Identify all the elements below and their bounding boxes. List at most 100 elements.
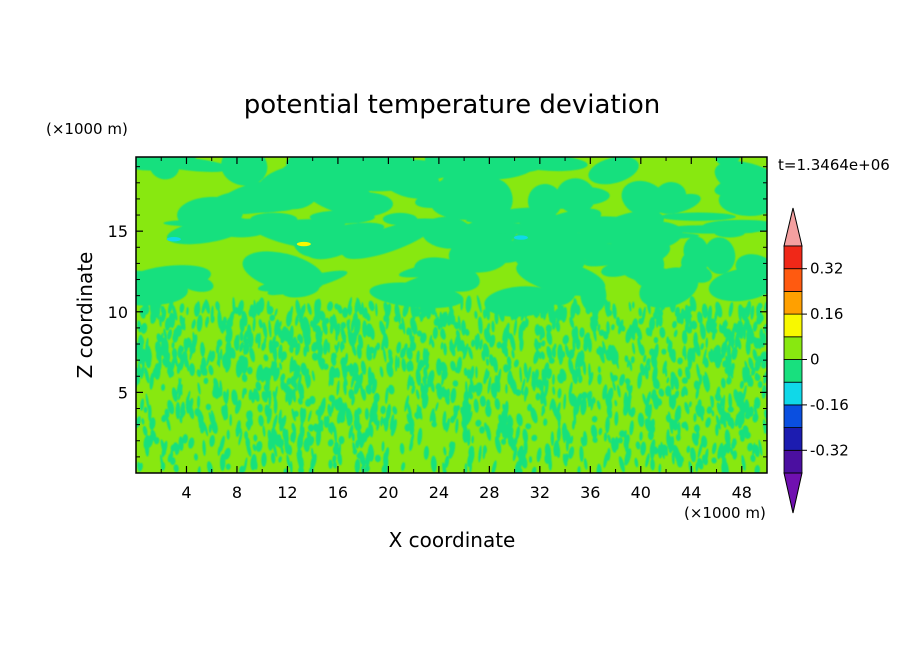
field-cell <box>636 326 643 341</box>
field-cell <box>136 157 206 171</box>
field-cell <box>235 359 242 378</box>
field-cell <box>666 336 670 344</box>
colorbar-tick-label: -0.32 <box>810 441 849 459</box>
field-cell <box>188 437 195 449</box>
field-cell <box>154 437 160 445</box>
field-cell <box>442 386 446 398</box>
field-cell <box>385 404 392 422</box>
field-cell <box>247 414 253 431</box>
field-cell <box>197 466 201 473</box>
field-cell <box>647 403 652 422</box>
field-cell <box>329 316 336 328</box>
field-cell <box>645 453 650 468</box>
field-cell <box>707 315 712 329</box>
field-cell <box>246 324 252 343</box>
field-cell <box>460 298 464 311</box>
field-cell <box>243 387 247 395</box>
field-cell <box>697 440 704 458</box>
field-cell <box>650 354 658 369</box>
field-cell <box>465 295 472 313</box>
field-cell <box>327 422 331 434</box>
field-cell <box>575 351 581 370</box>
field-cell <box>555 320 561 332</box>
field-cell <box>528 456 533 463</box>
field-cell <box>167 329 173 340</box>
field-cell <box>357 372 364 389</box>
field-cell <box>202 439 206 456</box>
field-cell <box>586 298 591 315</box>
field-cell <box>149 417 156 430</box>
field-cell <box>536 306 540 317</box>
field-cell <box>605 393 613 411</box>
field-cell <box>510 311 514 321</box>
field-cell <box>348 388 355 400</box>
field-cell <box>498 416 504 434</box>
field-cell <box>238 355 246 362</box>
field-cell <box>501 438 507 445</box>
field-cell <box>442 462 448 473</box>
field-cell <box>531 466 537 473</box>
field-cell <box>681 377 688 384</box>
field-cell <box>347 319 351 326</box>
field-cell <box>351 396 355 406</box>
field-cell <box>334 303 340 310</box>
field-cell <box>376 342 381 351</box>
field-cell <box>362 320 368 338</box>
field-cell <box>673 376 679 390</box>
field-cell <box>331 192 393 217</box>
field-cell <box>553 440 560 457</box>
field-cell <box>439 311 444 329</box>
field-cell <box>306 334 312 346</box>
field-cell <box>171 341 175 349</box>
field-cell <box>582 360 587 376</box>
colorbar-segment <box>783 427 803 451</box>
field-cell <box>144 367 150 384</box>
field-cell <box>649 348 655 356</box>
field-cell <box>431 339 435 348</box>
field-cell <box>307 303 312 315</box>
field-cell <box>366 323 373 334</box>
field-cell <box>167 452 173 463</box>
field-cell <box>679 316 684 325</box>
field-cell <box>309 395 316 405</box>
field-cell <box>464 463 468 473</box>
field-cell <box>705 417 711 428</box>
field-cell <box>220 228 262 238</box>
field-cell <box>716 402 722 416</box>
field-cell <box>462 398 470 411</box>
field-cell <box>624 435 629 454</box>
field-cell <box>665 225 739 234</box>
field-cell <box>702 375 709 393</box>
field-cell <box>247 366 253 375</box>
field-cell <box>293 410 299 418</box>
field-cell <box>171 349 177 357</box>
field-cell <box>185 358 190 372</box>
field-cell <box>752 349 758 361</box>
field-cell <box>700 342 704 350</box>
field-cell <box>541 390 547 407</box>
field-extreme <box>166 237 181 242</box>
field-cell <box>186 306 189 316</box>
field-cell <box>299 420 304 434</box>
field-cell <box>398 323 404 330</box>
field-cell <box>550 431 555 446</box>
field-cell <box>289 345 294 353</box>
field-cell <box>557 388 562 399</box>
field-cell <box>258 319 263 329</box>
field-cell <box>612 374 618 382</box>
field-cell <box>546 345 553 360</box>
field-cell <box>706 406 713 414</box>
field-cell <box>616 384 621 398</box>
field-cell <box>292 431 297 444</box>
field-cell <box>380 405 386 415</box>
field-cell <box>208 365 214 376</box>
field-cell <box>486 301 492 317</box>
field-cell <box>561 307 568 323</box>
field-cell <box>630 356 635 364</box>
field-cell <box>671 419 679 431</box>
field-cell <box>646 296 651 315</box>
field-cell <box>407 402 412 419</box>
field-cell <box>396 341 402 354</box>
field-cell <box>264 404 271 418</box>
field-cell <box>435 402 439 412</box>
